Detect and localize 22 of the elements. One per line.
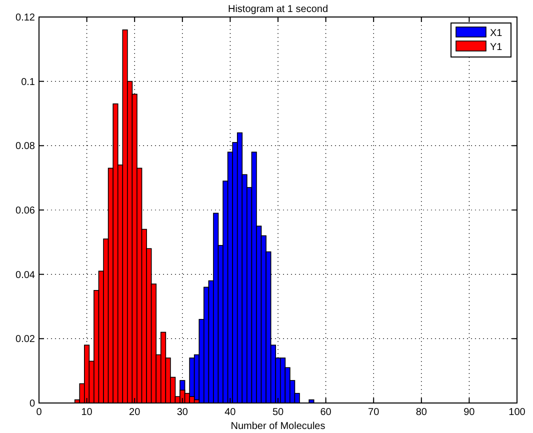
y-tick-label: 0.1 (21, 76, 36, 88)
chart-title: Histogram at 1 second (228, 4, 328, 15)
x-axis-title: Number of Molecules (230, 421, 326, 432)
x-tick-label: 50 (272, 407, 284, 418)
legend-label: Y1 (490, 42, 503, 53)
x-tick-label: 30 (176, 407, 188, 418)
y-tick-label: 0.06 (16, 206, 36, 216)
legend-label: X1 (490, 28, 503, 39)
y-tick-label: 0.12 (16, 12, 36, 24)
y-tick-label: 0.02 (16, 334, 36, 346)
x-tick-label: 60 (320, 407, 332, 418)
x-tick-label: 70 (368, 407, 380, 418)
x-tick-label: 10 (81, 407, 93, 418)
x-tick-label: 100 (508, 407, 526, 418)
x-tick-label: 40 (224, 407, 236, 418)
y-tick-label: 0.08 (16, 141, 36, 152)
x-tick-label: 80 (416, 407, 428, 418)
x-tick-label: 20 (129, 407, 141, 418)
y-tick-label: 0 (29, 398, 36, 410)
x-tick-label: 90 (464, 407, 476, 418)
y-tick-label: 0.04 (16, 270, 36, 281)
x-tick-label: 0 (36, 407, 42, 418)
